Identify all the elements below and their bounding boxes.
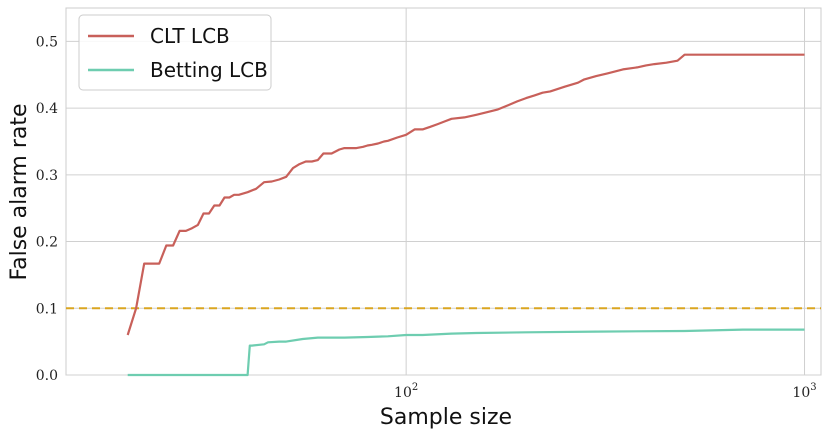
y-tick-label: 0.3: [36, 168, 58, 184]
y-axis-label: False alarm rate: [7, 103, 32, 280]
x-axis-label: Sample size: [380, 405, 512, 430]
y-tick-label: 0.5: [36, 34, 58, 50]
x-tick-labels: 102 103: [394, 382, 817, 401]
legend: CLT LCB Betting LCB: [78, 14, 272, 91]
x-tick-label: 102: [394, 382, 418, 401]
y-tick-label: 0.0: [36, 368, 58, 384]
x-tick-label: 103: [792, 382, 816, 401]
y-tick-label: 0.2: [36, 235, 58, 251]
y-tick-labels: 0.0 0.1 0.2 0.3 0.4 0.5: [36, 34, 58, 384]
series-line-betting-lcb: [127, 328, 805, 377]
legend-label-betting-lcb: Betting LCB: [150, 58, 268, 82]
series-line-clt-lcb: [126, 53, 805, 336]
legend-label-clt-lcb: CLT LCB: [150, 24, 230, 48]
y-tick-label: 0.1: [36, 301, 58, 317]
y-tick-label: 0.4: [36, 101, 58, 117]
series-lines: [126, 53, 805, 377]
